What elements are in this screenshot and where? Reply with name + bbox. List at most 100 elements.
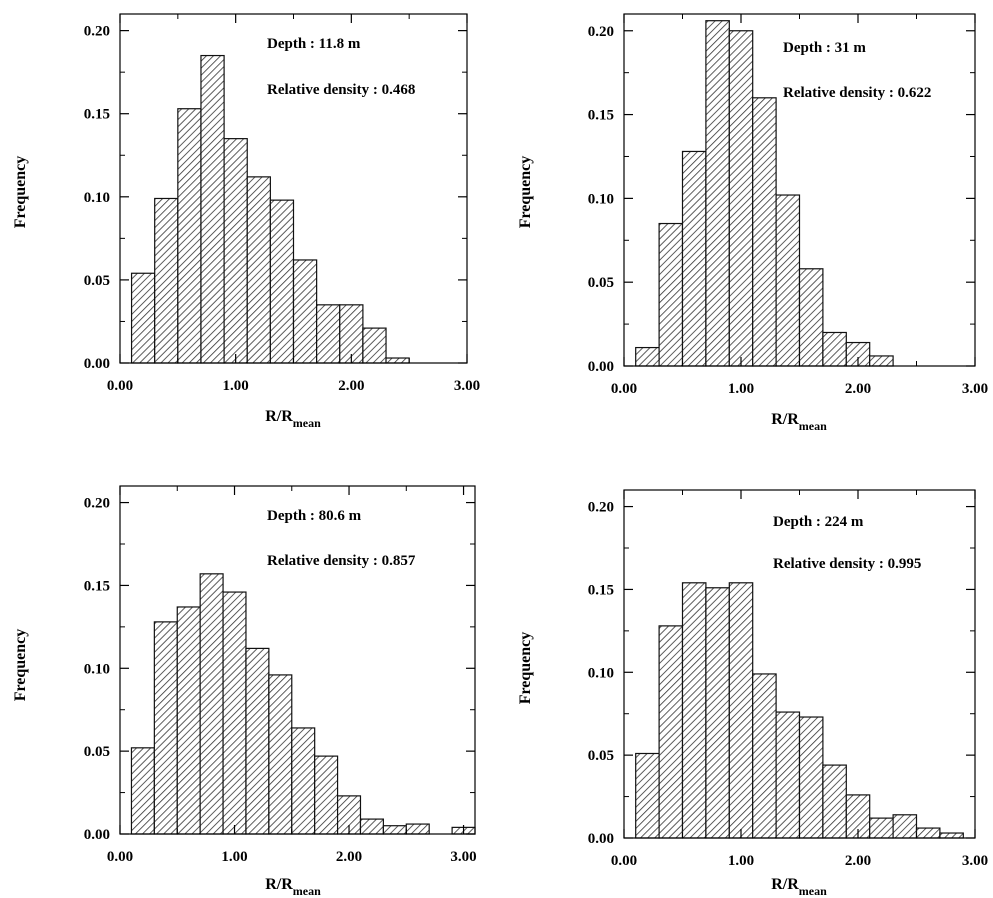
histogram-bar [359, 818, 384, 835]
histogram-bar [635, 752, 660, 839]
ticks-group: 0.00 0.05 0.10 0.15 0.20 0.00 1.00 2.00 3.00 [84, 486, 477, 865]
histogram-bar [892, 814, 918, 839]
histogram-bar [246, 176, 271, 364]
histogram-bar [382, 825, 407, 835]
relative-density-annotation: Relative density : 0.468 [267, 82, 415, 98]
histogram-bar [316, 304, 341, 364]
histogram-bar [130, 747, 155, 835]
x-axis-label-main: R/R [265, 408, 293, 425]
histogram-bar [681, 150, 707, 367]
plot-frame [119, 485, 476, 835]
x-axis-label: R/Rmean [771, 876, 827, 898]
histogram-bar [798, 716, 824, 839]
x-tick-label: 3.00 [450, 849, 476, 865]
y-tick-label: 0.15 [84, 107, 110, 123]
x-tick-label: 3.00 [962, 381, 988, 397]
x-tick-label: 0.00 [611, 853, 637, 869]
x-tick-label: 0.00 [611, 381, 637, 397]
y-tick-label: 0.20 [588, 500, 614, 516]
histogram-bar [314, 755, 339, 835]
y-axis-label: Frequency [12, 629, 29, 702]
histogram-bar [728, 582, 754, 839]
histogram-bar [798, 268, 824, 367]
x-axis-label-main: R/R [265, 876, 293, 893]
y-tick-label: 0.05 [588, 275, 614, 291]
bars-group [635, 20, 894, 367]
relative-density-annotation: Relative density : 0.857 [267, 553, 416, 569]
y-tick-label: 0.10 [588, 191, 614, 207]
depth-annotation: Depth : 80.6 m [267, 508, 362, 524]
panel-bottom-right: 0.00 0.05 0.10 0.15 0.20 0.00 1.00 2.00 3.00 Dep… [517, 489, 988, 898]
y-tick-label: 0.05 [84, 273, 110, 289]
histogram-bar [245, 647, 270, 835]
ticks-group: 0.00 0.05 0.10 0.15 0.20 0.00 1.00 2.00 3.00 [84, 14, 480, 394]
histogram-bar [705, 587, 730, 839]
x-axis-label: R/Rmean [265, 876, 321, 898]
histogram-bar [154, 197, 179, 364]
x-tick-label: 2.00 [338, 378, 364, 394]
histogram-bar [269, 199, 295, 364]
x-tick-label: 1.00 [223, 378, 249, 394]
histogram-bar [658, 625, 684, 839]
depth-annotation: Depth : 224 m [773, 514, 864, 530]
y-tick-label: 0.10 [588, 665, 614, 681]
x-axis-label-subscript: mean [799, 884, 827, 898]
depth-annotation: Depth : 31 m [783, 40, 866, 56]
y-tick-label: 0.05 [84, 744, 110, 760]
histogram-bar [176, 606, 201, 835]
x-tick-label: 1.00 [728, 381, 754, 397]
ticks-group: 0.00 0.05 0.10 0.15 0.20 0.00 1.00 2.00 3.00 [588, 14, 988, 397]
histogram-bar [177, 108, 202, 364]
x-tick-label: 1.00 [221, 849, 247, 865]
x-tick-label: 3.00 [454, 378, 480, 394]
depth-annotation: Depth : 11.8 m [267, 36, 361, 52]
histogram-bar [362, 327, 387, 364]
histogram-bar [385, 357, 410, 364]
histogram-bar [199, 573, 224, 835]
ticks-group: 0.00 0.05 0.10 0.15 0.20 0.00 1.00 2.00 3.00 [588, 490, 988, 869]
y-tick-label: 0.00 [588, 359, 614, 375]
histogram-bar [291, 727, 316, 835]
y-tick-label: 0.10 [84, 661, 110, 677]
histogram-bar [223, 138, 248, 364]
x-tick-label: 0.00 [107, 849, 133, 865]
y-axis-label: Frequency [517, 632, 534, 705]
histogram-bar [915, 827, 941, 839]
histogram-bar [869, 355, 894, 367]
histogram-bar [728, 30, 754, 367]
bars-group [130, 573, 476, 835]
histogram-bar [153, 621, 178, 835]
histogram-bar [775, 711, 801, 839]
relative-density-annotation: Relative density : 0.995 [773, 556, 921, 572]
y-axis-label: Frequency [12, 156, 29, 229]
x-axis-label: R/Rmean [771, 411, 827, 433]
y-tick-label: 0.15 [588, 108, 614, 124]
y-tick-label: 0.00 [84, 827, 110, 843]
histogram-bar [405, 823, 430, 835]
x-tick-label: 3.00 [962, 853, 988, 869]
y-tick-label: 0.20 [84, 24, 110, 40]
y-tick-label: 0.00 [588, 831, 614, 847]
histogram-bar [939, 832, 964, 839]
x-axis-label-main: R/R [771, 876, 799, 893]
histogram-bar [268, 674, 293, 835]
y-tick-label: 0.15 [588, 582, 614, 598]
y-tick-label: 0.10 [84, 190, 110, 206]
panel-bottom-left: 0.00 0.05 0.10 0.15 0.20 0.00 1.00 2.00 3.00 Dep… [12, 485, 477, 898]
x-axis-label-subscript: mean [293, 416, 321, 430]
bars-group [635, 582, 964, 839]
panel-top-right: 0.00 0.05 0.10 0.15 0.20 0.00 1.00 2.00 3.00 Dep… [517, 13, 988, 433]
histogram-bar [705, 20, 730, 367]
histogram-bar [681, 582, 707, 839]
x-tick-label: 2.00 [845, 381, 871, 397]
bars-group [130, 54, 410, 364]
y-tick-label: 0.20 [84, 496, 110, 512]
x-tick-label: 1.00 [728, 853, 754, 869]
histogram-bar [752, 97, 777, 367]
relative-density-annotation: Relative density : 0.622 [783, 85, 931, 101]
histogram-bar [822, 331, 847, 367]
y-tick-label: 0.15 [84, 578, 110, 594]
histogram-bar [222, 591, 247, 835]
x-axis-label-subscript: mean [799, 419, 827, 433]
